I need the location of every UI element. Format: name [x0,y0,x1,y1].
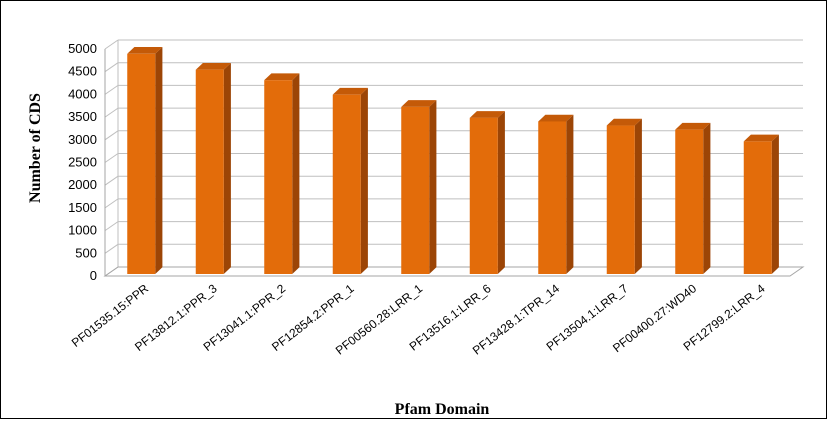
y-tick-label: 3000 [68,132,97,147]
y-tick-label: 2500 [68,155,97,170]
y-tick-label: 4000 [68,86,97,101]
bar [469,117,498,274]
gridline-depth [104,62,119,73]
y-tick-label: 1500 [68,200,97,215]
gridline-depth [104,221,119,232]
bar-side [292,73,300,274]
bar-top [538,114,574,122]
bar-top [332,87,368,95]
bar [401,106,430,274]
y-tick-label: 2000 [68,177,97,192]
bar [332,94,361,274]
bar-top [675,122,711,130]
gridline-depth [104,175,119,186]
bar-side [429,100,437,274]
y-tick-label: 1000 [68,223,97,238]
y-axis: 0 500 1000 1500 2000 2500 3000 3500 4000 4500 5000 [68,41,106,283]
x-axis-labels: PF01535.15:PPRPF13812.1:PPR_3PF13041.1:P… [69,281,768,358]
y-tick-label: 500 [75,245,97,260]
bar-side [155,47,163,275]
gridline-depth [104,107,119,118]
gridline-depth [104,130,119,141]
bar [195,69,224,274]
bar-side [497,111,505,274]
bar-top [195,62,231,70]
bar [675,129,704,274]
bar [538,121,567,275]
bars [127,47,779,275]
y-tick-label: 5000 [68,41,97,56]
x-axis-title: Pfam Domain [395,401,490,418]
bar-side [360,87,368,274]
bar-top [606,118,642,126]
bar-top [469,111,505,118]
bar-side [634,118,642,275]
floor [103,266,805,277]
gridline-depth [104,243,119,254]
gridline-depth [104,198,119,209]
gridline-depth [104,153,119,163]
bar-side [223,62,231,275]
bar-top [401,100,437,107]
y-tick-label: 0 [90,268,97,283]
bar-side [566,114,574,275]
bar-top [743,134,779,142]
bar-top [264,73,300,81]
bar [743,141,772,274]
gridline-depth [104,84,119,95]
bar [127,53,156,275]
y-tick-label: 4500 [68,64,97,79]
bar [606,125,635,275]
bar-side [703,122,711,275]
y-axis-title: Number of CDS [27,93,44,203]
bar-side [771,134,779,274]
bar [264,80,293,274]
gridline-depth [104,39,119,50]
bar-top [127,47,163,54]
y-tick-label: 3500 [68,109,97,124]
